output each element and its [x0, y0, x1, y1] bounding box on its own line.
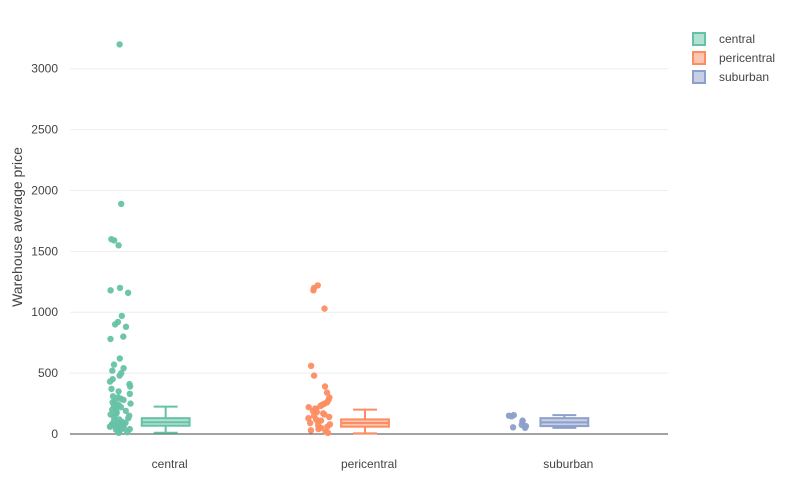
- data-point: [118, 200, 125, 208]
- data-point: [127, 400, 134, 407]
- data-point: [116, 41, 123, 48]
- data-point: [324, 429, 332, 436]
- legend-item-pericentral[interactable]: pericentral: [692, 51, 775, 65]
- legend-item-suburban[interactable]: suburban: [692, 70, 769, 84]
- x-tick-label: suburban: [543, 457, 593, 471]
- data-point: [109, 367, 116, 374]
- data-point: [116, 355, 124, 362]
- x-axis-ticks: central pericentral suburban: [152, 457, 594, 471]
- data-point: [122, 407, 129, 415]
- data-point: [115, 388, 122, 395]
- data-point: [307, 362, 315, 369]
- data-point: [116, 284, 124, 292]
- data-point: [108, 385, 115, 393]
- data-point: [116, 372, 123, 379]
- data-point: [321, 383, 329, 390]
- data-point: [126, 390, 133, 397]
- data-point: [124, 289, 132, 296]
- plot-area: [106, 41, 590, 436]
- legend-item-central[interactable]: central: [692, 32, 755, 46]
- data-point: [310, 287, 317, 294]
- data-point: [106, 378, 114, 385]
- series-central: [106, 41, 191, 436]
- y-axis-title: Warehouse average price: [9, 147, 25, 307]
- data-point: [118, 312, 126, 320]
- y-tick-label: 0: [51, 427, 58, 441]
- legend-label: central: [719, 32, 755, 46]
- series-pericentral: [305, 282, 390, 436]
- y-tick-label: 2500: [31, 123, 58, 137]
- data-point: [315, 425, 322, 433]
- data-point: [120, 333, 127, 340]
- data-point: [521, 424, 529, 432]
- data-point: [109, 393, 117, 400]
- data-point: [107, 287, 114, 294]
- data-point: [310, 372, 318, 379]
- data-point: [117, 404, 125, 411]
- legend-label: pericentral: [719, 51, 775, 65]
- data-point: [326, 413, 333, 421]
- data-point: [115, 429, 123, 436]
- y-axis-ticks: 0 500 1000 1500 2000 2500 3000: [31, 62, 58, 441]
- gridlines: [70, 68, 668, 374]
- legend-swatch: [692, 51, 706, 65]
- data-point: [305, 415, 312, 422]
- legend[interactable]: central pericentral suburban: [692, 32, 775, 84]
- legend-label: suburban: [719, 70, 769, 84]
- data-point: [115, 242, 122, 249]
- x-tick-label: pericentral: [341, 457, 397, 471]
- series-suburban: [505, 411, 590, 432]
- y-tick-label: 500: [38, 366, 58, 380]
- data-point: [305, 404, 312, 411]
- legend-swatch: [692, 32, 706, 46]
- data-point: [107, 335, 114, 343]
- y-tick-label: 1500: [31, 244, 58, 258]
- data-point: [111, 237, 118, 244]
- data-point: [122, 323, 130, 330]
- data-point: [317, 402, 324, 410]
- data-point: [323, 389, 331, 396]
- data-point: [120, 365, 127, 372]
- data-point: [321, 305, 328, 312]
- y-tick-label: 3000: [31, 62, 58, 76]
- data-point: [124, 429, 131, 436]
- data-point: [126, 383, 134, 390]
- legend-swatch: [692, 70, 706, 84]
- data-point: [307, 427, 315, 434]
- y-tick-label: 1000: [31, 305, 58, 319]
- data-point: [110, 361, 118, 368]
- data-point: [321, 411, 328, 418]
- data-point: [508, 413, 515, 420]
- data-point: [324, 423, 331, 430]
- y-tick-label: 2000: [31, 183, 58, 197]
- data-point: [307, 419, 314, 427]
- data-point: [111, 321, 119, 328]
- x-tick-label: central: [152, 457, 188, 471]
- data-point: [106, 423, 114, 430]
- data-point: [509, 424, 517, 431]
- data-point: [120, 396, 127, 404]
- data-point: [125, 415, 132, 422]
